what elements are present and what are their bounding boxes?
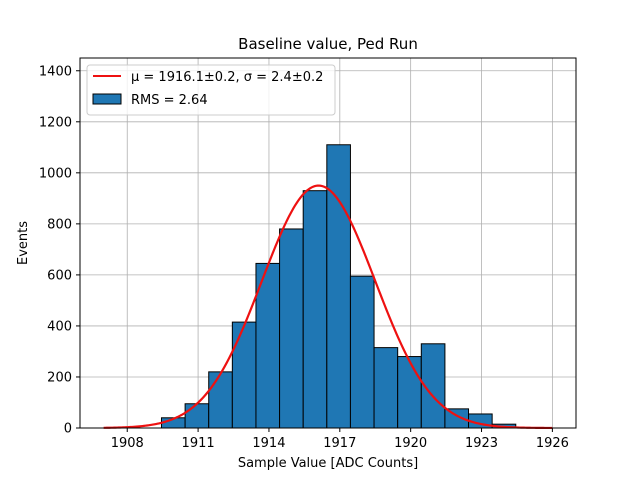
x-tick-label-4: 1920 xyxy=(394,436,427,451)
histogram-bar-7 xyxy=(326,144,351,429)
plot-frame xyxy=(79,57,577,429)
y-tick-label-1: 200 xyxy=(47,370,72,385)
legend-box xyxy=(86,64,336,116)
y-tick-label-7: 1400 xyxy=(39,64,72,79)
x-tick-label-3: 1917 xyxy=(323,436,356,451)
legend: μ = 1916.1±0.2, σ = 2.4±0.2 RMS = 2.64 xyxy=(86,64,336,116)
histogram-bar-6 xyxy=(302,190,328,429)
y-tick-label-6: 1200 xyxy=(39,115,72,130)
histogram-bar-1 xyxy=(184,403,210,429)
x-tick-label-0: 1908 xyxy=(111,436,144,451)
histogram-bar-9 xyxy=(373,347,399,429)
x-tick-label-5: 1923 xyxy=(465,436,498,451)
legend-histogram-swatch xyxy=(92,93,122,105)
x-tick-label-6: 1926 xyxy=(536,436,569,451)
y-axis-label: Events xyxy=(16,221,31,265)
chart-title: Baseline value, Ped Run xyxy=(238,35,418,53)
fit-curve-group xyxy=(103,184,553,430)
x-axis-ticks: 1908 1911 1914 1917 1920 1923 1926 xyxy=(111,428,569,451)
x-tick-label-2: 1914 xyxy=(252,436,285,451)
histogram-bar-10 xyxy=(397,356,422,429)
histogram-bars xyxy=(160,144,517,429)
histogram-bar-5 xyxy=(279,228,304,429)
x-axis-label: Sample Value [ADC Counts] xyxy=(238,456,418,471)
y-tick-label-4: 800 xyxy=(47,217,72,232)
legend-fit-label: μ = 1916.1±0.2, σ = 2.4±0.2 xyxy=(131,70,323,85)
legend-fit-separator: , xyxy=(235,70,243,85)
gaussian-fit-curve xyxy=(103,184,553,430)
x-tick-label-1: 1911 xyxy=(182,436,215,451)
y-axis-ticks: 0 200 400 600 800 1000 1200 1400 xyxy=(39,64,80,437)
legend-fit-sigma: σ = 2.4±0.2 xyxy=(244,70,324,85)
y-tick-label-5: 1000 xyxy=(39,166,72,181)
histogram-bar-2 xyxy=(208,371,233,429)
legend-fit-mu: μ = 1916.1±0.2 xyxy=(131,70,235,85)
y-tick-label-0: 0 xyxy=(64,422,72,437)
y-tick-label-2: 400 xyxy=(47,319,72,334)
histogram-bar-8 xyxy=(349,275,375,429)
histogram-bar-3 xyxy=(231,321,257,429)
legend-histogram-label: RMS = 2.64 xyxy=(131,93,208,108)
y-tick-label-3: 600 xyxy=(47,268,72,283)
